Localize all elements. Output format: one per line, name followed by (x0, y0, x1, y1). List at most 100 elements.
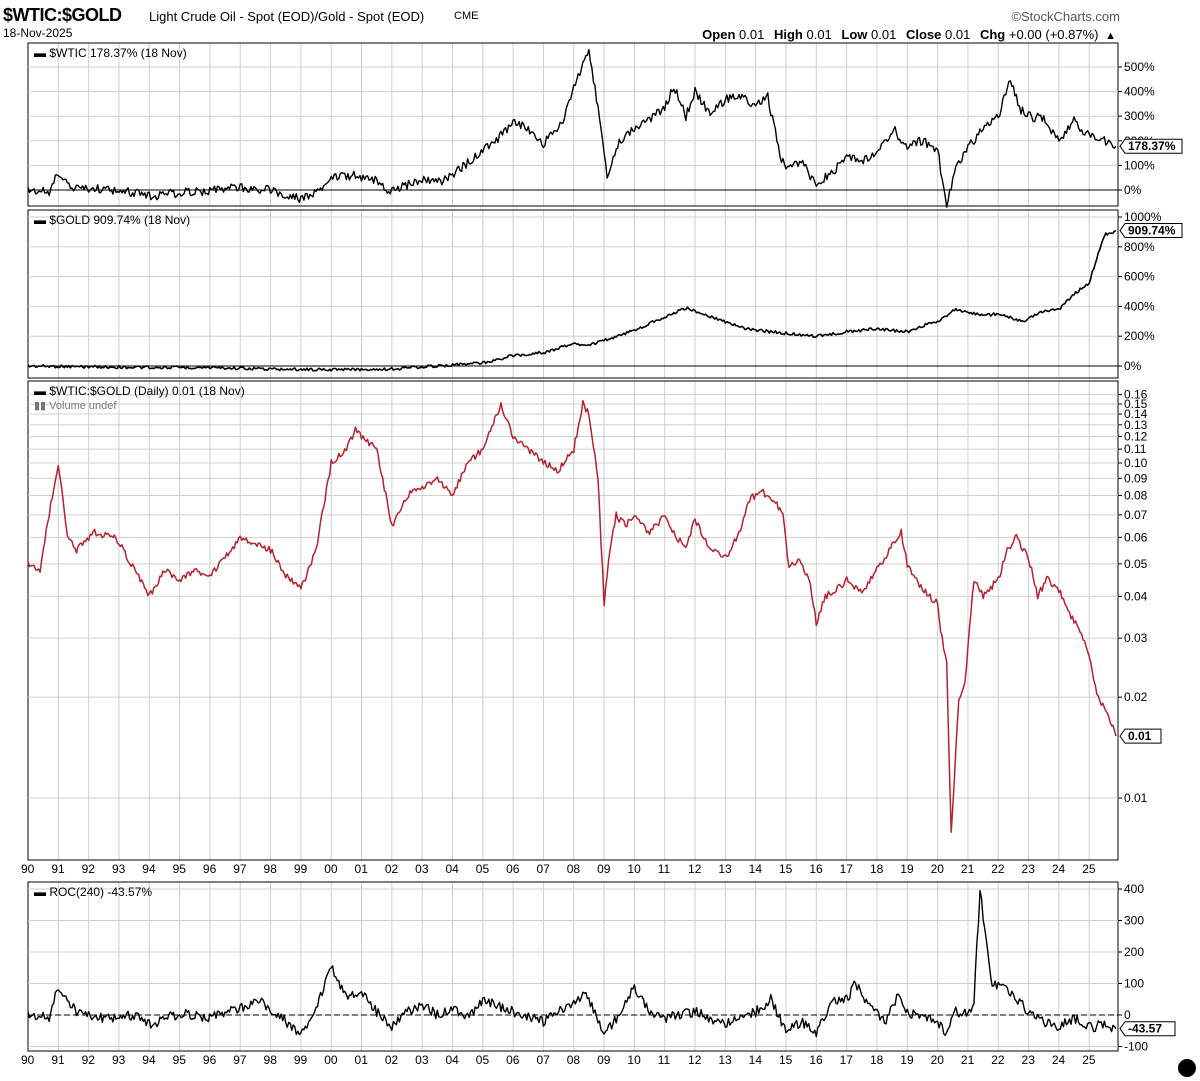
wtic-frame (27, 42, 1119, 207)
gold-ytick-label: 600% (1124, 270, 1155, 284)
year-label-bottom: 91 (51, 1053, 65, 1067)
gold-ytick-label: 0% (1124, 359, 1142, 373)
year-label-bottom: 13 (718, 1053, 732, 1067)
year-label-bottom: 10 (627, 1053, 641, 1067)
gold-ytick-label: 1000% (1124, 210, 1162, 224)
gold-title: ▬ $GOLD 909.74% (18 Nov) (34, 213, 190, 227)
stockcharts-brand[interactable]: ©StockCharts.com (1011, 9, 1120, 24)
year-label-bottom: 25 (1082, 1053, 1096, 1067)
ratio-frame (27, 380, 1119, 861)
ratio-value-tag: 0.01 (1119, 728, 1162, 744)
exchange-label: CME (454, 10, 479, 22)
year-label-top: 25 (1082, 862, 1096, 876)
wtic-value-label: 178.37% (1128, 139, 1176, 153)
year-label-bottom: 21 (961, 1053, 975, 1067)
ratio-ytick-label: 0.03 (1124, 631, 1148, 645)
year-label-top: 12 (688, 862, 702, 876)
wtic-ytick-label: 100% (1124, 158, 1155, 172)
roc-value-box (1119, 1021, 1176, 1037)
ratio-ytick-label: 0.06 (1124, 530, 1148, 544)
ratio-ytick-label: 0.01 (1124, 791, 1148, 805)
ratio-series-line (27, 399, 1117, 833)
gold-panel (27, 209, 1119, 379)
year-label-top: 07 (536, 862, 550, 876)
year-label-bottom: 08 (567, 1053, 581, 1067)
roc-value-tag: -43.57 (1119, 1021, 1176, 1037)
chart-symbol: $WTIC:$GOLD (3, 5, 122, 25)
high-label: High (773, 27, 803, 42)
roc-ytick-label: 100 (1124, 977, 1144, 991)
year-label-bottom: 98 (264, 1053, 278, 1067)
wtic-panel (27, 42, 1119, 207)
ratio-ytick-label: 0.08 (1124, 488, 1148, 502)
wtic-series-line (27, 48, 1117, 208)
year-label-top: 97 (233, 862, 247, 876)
year-label-bottom: 20 (931, 1053, 945, 1067)
year-label-top: 15 (779, 862, 793, 876)
year-label-top: 01 (355, 862, 369, 876)
close-value: 0.01 (945, 27, 971, 42)
ratio-ytick-label: 0.05 (1124, 557, 1148, 571)
year-label-bottom: 23 (1022, 1053, 1036, 1067)
year-label-top: 18 (870, 862, 884, 876)
year-label-top: 04 (445, 862, 459, 876)
ratio-ytick-label: 0.11 (1124, 442, 1147, 456)
year-label-top: 10 (627, 862, 641, 876)
year-label-bottom: 22 (991, 1053, 1005, 1067)
ratio-ytick-label: 0.02 (1124, 690, 1148, 704)
ratio-value-label: 0.01 (1128, 729, 1152, 743)
ratio-ytick-label: 0.14 (1124, 407, 1148, 421)
year-label-bottom: 93 (112, 1053, 126, 1067)
wtic-title: ▬ $WTIC 178.37% (18 Nov) (34, 46, 187, 60)
roc-title: ▬ ROC(240) -43.57% (34, 885, 152, 899)
close-label: Close (905, 27, 942, 42)
year-label-top: 95 (173, 862, 187, 876)
year-label-top: 19 (900, 862, 914, 876)
ratio-ytick-label: 0.10 (1124, 456, 1148, 470)
wtic-ytick-label: 500% (1124, 60, 1155, 74)
ratio-ytick-label: 0.12 (1124, 429, 1148, 443)
wtic-ytick-label: 0% (1124, 183, 1142, 197)
roc-ytick-label: 0 (1124, 1008, 1131, 1022)
gold-ytick-label: 800% (1124, 240, 1155, 254)
chart-date: 18-Nov-2025 (3, 26, 73, 40)
year-label-bottom: 19 (900, 1053, 914, 1067)
year-label-bottom: 06 (506, 1053, 520, 1067)
year-label-top: 00 (324, 862, 338, 876)
year-label-bottom: 11 (658, 1053, 671, 1067)
ratio-ytick-label: 0.09 (1124, 471, 1148, 485)
year-label-bottom: 02 (385, 1053, 399, 1067)
year-label-top: 14 (749, 862, 763, 876)
gold-series-line (27, 229, 1117, 372)
year-label-top: 02 (385, 862, 399, 876)
year-label-bottom: 15 (779, 1053, 793, 1067)
low-label: Low (841, 27, 868, 42)
year-label-bottom: 16 (809, 1053, 823, 1067)
ratio-ytick-label: 0.04 (1124, 589, 1148, 603)
wtic-value-box (1119, 138, 1183, 154)
open-label: Open (702, 27, 736, 42)
gold-value-box (1119, 223, 1183, 239)
high-value: 0.01 (806, 27, 832, 42)
year-label-bottom: 12 (688, 1053, 702, 1067)
year-label-bottom: 09 (597, 1053, 611, 1067)
roc-ytick-label: 400 (1124, 882, 1144, 896)
year-label-bottom: 07 (536, 1053, 550, 1067)
year-label-bottom: 99 (294, 1053, 308, 1067)
year-label-top: 21 (961, 862, 975, 876)
year-label-bottom: 97 (233, 1053, 247, 1067)
year-label-top: 98 (264, 862, 278, 876)
wtic-ytick-label: 400% (1124, 85, 1155, 99)
ratio-ytick-label: 0.15 (1124, 397, 1148, 411)
roc-ytick-label: -100 (1124, 1040, 1148, 1054)
chart-description: Light Crude Oil - Spot (EOD)/Gold - Spot… (149, 9, 425, 24)
year-label-top: 05 (476, 862, 490, 876)
year-label-top: 24 (1052, 862, 1066, 876)
year-label-bottom: 05 (476, 1053, 490, 1067)
ratio-ytick-label: 0.16 (1124, 388, 1148, 402)
ratio-title: ▬ $WTIC:$GOLD (Daily) 0.01 (18 Nov) (34, 384, 245, 398)
ohlc-readout: Open 0.01 High 0.01 Low 0.01 Close 0.01 … (696, 27, 1116, 42)
gold-ytick-label: 400% (1124, 299, 1155, 313)
ratio-subtitle: ▮▮ Volume undef (34, 400, 117, 412)
